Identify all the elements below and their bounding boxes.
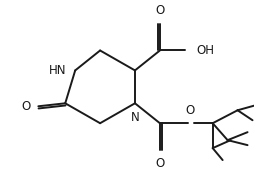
Text: HN: HN	[49, 64, 66, 77]
Text: N: N	[131, 111, 139, 124]
Text: OH: OH	[197, 44, 215, 57]
Text: O: O	[155, 4, 165, 17]
Text: O: O	[155, 157, 165, 170]
Text: O: O	[185, 104, 194, 117]
Text: O: O	[21, 100, 30, 113]
